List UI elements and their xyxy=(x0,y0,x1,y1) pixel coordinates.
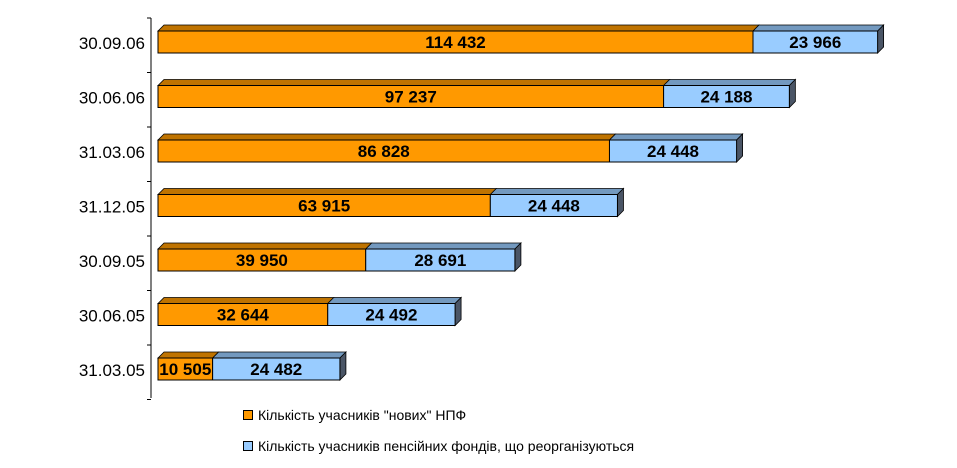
legend-item-new-npf: Кількість учасників "нових" НПФ xyxy=(243,407,466,423)
category-label: 30.06.06 xyxy=(79,89,145,108)
data-label: 24 448 xyxy=(647,142,699,161)
category-label: 30.09.06 xyxy=(79,34,145,53)
legend-label-reorganized-funds: Кількість учасників пенсійних фондів, що… xyxy=(258,438,635,454)
bar-segment xyxy=(212,357,341,381)
data-label: 23 966 xyxy=(789,33,841,52)
bar-top-face xyxy=(662,79,797,86)
bar-top-face xyxy=(157,351,220,359)
legend-label-new-npf: Кількість учасників "нових" НПФ xyxy=(258,407,467,423)
data-label: 24 482 xyxy=(250,360,302,379)
data-label: 86 828 xyxy=(358,142,410,161)
data-label: 24 448 xyxy=(528,197,580,216)
legend-swatch-reorganized-funds xyxy=(243,441,253,451)
bar-top-face xyxy=(157,24,760,32)
bar-segment xyxy=(489,194,618,217)
bar-top-face xyxy=(157,188,498,195)
data-label: 28 691 xyxy=(414,251,466,270)
bar-top-face xyxy=(364,242,522,250)
data-label: 24 492 xyxy=(365,306,417,325)
data-label: 63 915 xyxy=(298,197,350,216)
category-label: 30.09.05 xyxy=(79,252,145,271)
bar-segment xyxy=(752,30,879,54)
bar-segment xyxy=(608,139,738,163)
bar-segment xyxy=(327,303,456,326)
data-label: 114 432 xyxy=(425,33,486,52)
bar-top-face xyxy=(489,188,625,195)
data-label: 97 237 xyxy=(385,88,437,107)
bar-top-face xyxy=(326,297,463,304)
bar-top-face xyxy=(608,133,744,141)
category-label: 31.03.06 xyxy=(79,143,145,162)
bar-segment xyxy=(365,248,516,272)
bar-segment xyxy=(663,85,790,108)
data-label: 10 505 xyxy=(159,360,211,379)
category-label: 31.12.05 xyxy=(79,198,145,217)
legend-swatch-new-npf xyxy=(243,410,253,420)
data-label: 24 188 xyxy=(700,88,752,107)
data-label: 32 644 xyxy=(217,306,270,325)
data-label: 39 950 xyxy=(236,251,288,270)
legend-item-reorganized-funds: Кількість учасників пенсійних фондів, що… xyxy=(243,438,634,454)
bar-top-face xyxy=(157,133,617,141)
bar-top-face xyxy=(157,242,373,250)
bar-top-face xyxy=(752,24,885,32)
bar-top-face xyxy=(157,79,671,86)
bar-top-face xyxy=(157,297,335,304)
category-label: 31.03.05 xyxy=(79,361,145,380)
bar-top-face xyxy=(211,351,347,359)
category-label: 30.06.05 xyxy=(79,307,145,326)
